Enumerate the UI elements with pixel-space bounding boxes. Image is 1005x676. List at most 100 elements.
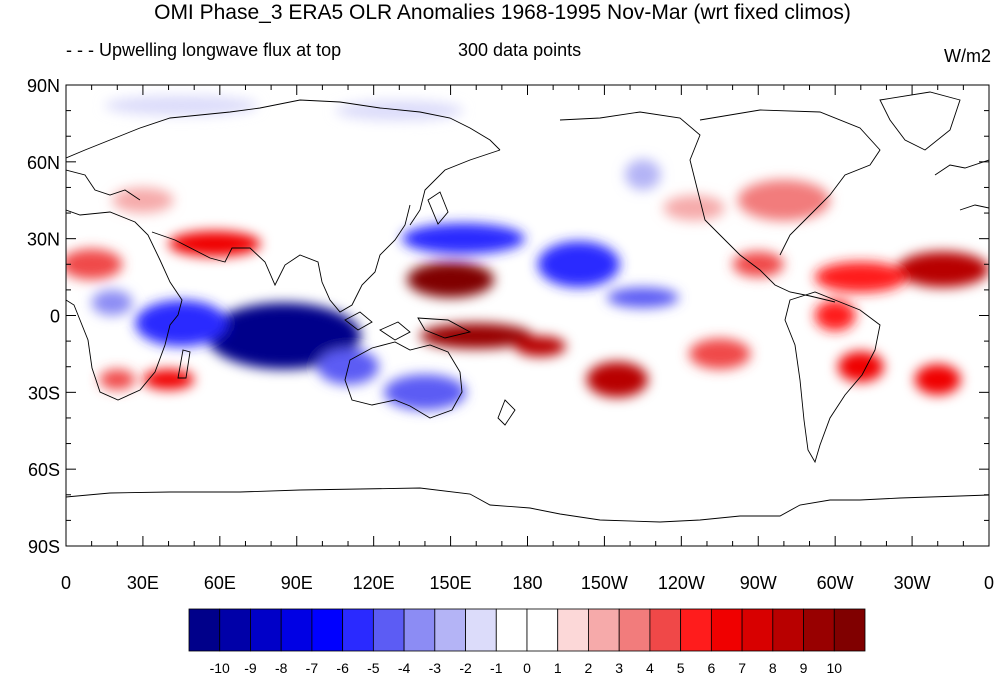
anomaly-maritime-positive (419, 323, 533, 349)
colorbar-label: 0 (523, 660, 531, 676)
anomaly-arabia-positive (168, 230, 261, 257)
anomaly-south-pacific-positive (586, 361, 649, 398)
colorbar-label: 3 (615, 660, 623, 676)
anomaly-arctic-negative-2 (335, 100, 464, 121)
lon-tick-label: 90W (740, 573, 777, 593)
lat-tick-label: 60S (28, 460, 60, 480)
colorbar-label: -2 (459, 660, 472, 676)
colorbar-box (557, 608, 589, 652)
colorbar-box (588, 608, 620, 652)
colorbar-label: -4 (398, 660, 411, 676)
anomaly-europe-positive (112, 187, 174, 214)
colorbar-box (434, 608, 466, 652)
colorbar-box (741, 608, 774, 652)
anomaly-date-line-positive (514, 335, 566, 357)
anomaly-east-africa-negative (91, 289, 133, 316)
lat-tick-label: 60N (27, 153, 60, 173)
anomaly-amazon-positive (814, 300, 856, 331)
lon-tick-label: 180 (512, 573, 542, 593)
anomaly-southern-ocean-negative (373, 466, 528, 488)
lon-tick-label: 60E (204, 573, 236, 593)
colorbar-box (219, 608, 251, 652)
colorbar-label: -9 (244, 660, 257, 676)
lat-tick-label: 90S (28, 537, 60, 557)
lon-tick-label: 120E (353, 573, 395, 593)
lat-tick-label: 30S (28, 383, 60, 403)
anomaly-east-pacific-positive (689, 338, 751, 370)
coastlines (66, 91, 989, 523)
colorbar-box (342, 608, 374, 652)
lon-tick-label: 90E (281, 573, 313, 593)
lon-tick-label: 30E (127, 573, 159, 593)
colorbar-label: 8 (769, 660, 777, 676)
lon-tick-label: 150W (581, 573, 628, 593)
colorbar-box (495, 608, 528, 652)
colorbar-box (710, 608, 743, 652)
lon-tick-label: 0 (984, 573, 994, 593)
colorbar-box (618, 608, 651, 652)
left-subtitle: - - - Upwelling longwave flux at top (66, 40, 342, 60)
center-subtitle: 300 data points (458, 40, 582, 60)
colorbar-label: 6 (707, 660, 715, 676)
anomaly-north-atlantic-positive (896, 251, 989, 288)
colorbar-box (188, 608, 221, 652)
colorbar-box (311, 608, 344, 652)
colorbar-label: -5 (367, 660, 380, 676)
colorbar-label: 10 (826, 660, 842, 676)
colorbar-box (803, 608, 835, 652)
anomaly-north-pacific-positive (663, 195, 725, 221)
anomaly-central-america-positive (732, 251, 784, 278)
axis-ticks (65, 84, 990, 547)
colorbar-box (649, 608, 682, 652)
colorbar-label: 5 (677, 660, 685, 676)
anomaly-south-africa-positive (99, 369, 136, 390)
anomaly-north-atlantic-band (814, 261, 907, 293)
anomaly-north-pacific-negative (624, 159, 661, 191)
colorbar-box (250, 608, 282, 652)
colorbar-label: -10 (210, 660, 230, 676)
lon-tick-label: 150E (430, 573, 472, 593)
lat-tick-label: 30N (27, 230, 60, 250)
colorbar-box (526, 608, 559, 652)
anomaly-sahara-positive (66, 248, 123, 280)
colorbar-label: -6 (336, 660, 349, 676)
figure-title: OMI Phase_3 ERA5 OLR Anomalies 1968-1995… (154, 1, 851, 24)
anomaly-australia-negative (383, 374, 466, 411)
lat-tick-label: 90N (27, 76, 60, 96)
colorbar-label: -8 (275, 660, 288, 676)
lon-tick-label: 30W (894, 573, 931, 593)
anomaly-pacific-negative-west (401, 223, 525, 255)
lon-tick-label: 0 (61, 573, 71, 593)
anomaly-indian-ocean-negative (207, 302, 361, 370)
colorbar-label: -1 (490, 660, 503, 676)
colorbar-label: 4 (646, 660, 654, 676)
colorbar: -10 -9 -8 -7 -6 -5 -4 -3 -2 -1 0 1 2 3 4 5 6 7 8 9 10 (188, 608, 866, 676)
colorbar-label: 2 (585, 660, 593, 676)
lat-tick-label: 0 (50, 307, 60, 327)
colorbar-box (680, 608, 712, 652)
colorbar-label: 9 (800, 660, 808, 676)
units-label: W/m2 (944, 46, 991, 66)
anomaly-siberia-negative (309, 141, 413, 173)
colorbar-box (280, 608, 313, 652)
colorbar-box (772, 608, 804, 652)
colorbar-label: -7 (306, 660, 319, 676)
colorbar-label: -3 (429, 660, 442, 676)
anomaly-west-pacific-positive (406, 261, 495, 298)
anomaly-pacific-negative-tail (606, 287, 679, 308)
colorbar-box (403, 608, 436, 652)
colorbar-label: 1 (554, 660, 562, 676)
anomaly-south-atlantic-positive (914, 364, 961, 395)
colorbar-box (833, 608, 866, 652)
anomaly-field (66, 95, 989, 488)
anomaly-madagascar-positive (142, 369, 195, 390)
colorbar-box (465, 608, 497, 652)
lon-tick-label: 60W (817, 573, 854, 593)
colorbar-label: 7 (738, 660, 746, 676)
anomaly-north-america-positive (737, 179, 831, 221)
anomaly-west-indian-negative (135, 300, 228, 347)
anomaly-brazil-positive (837, 351, 884, 383)
lon-tick-label: 120W (658, 573, 705, 593)
